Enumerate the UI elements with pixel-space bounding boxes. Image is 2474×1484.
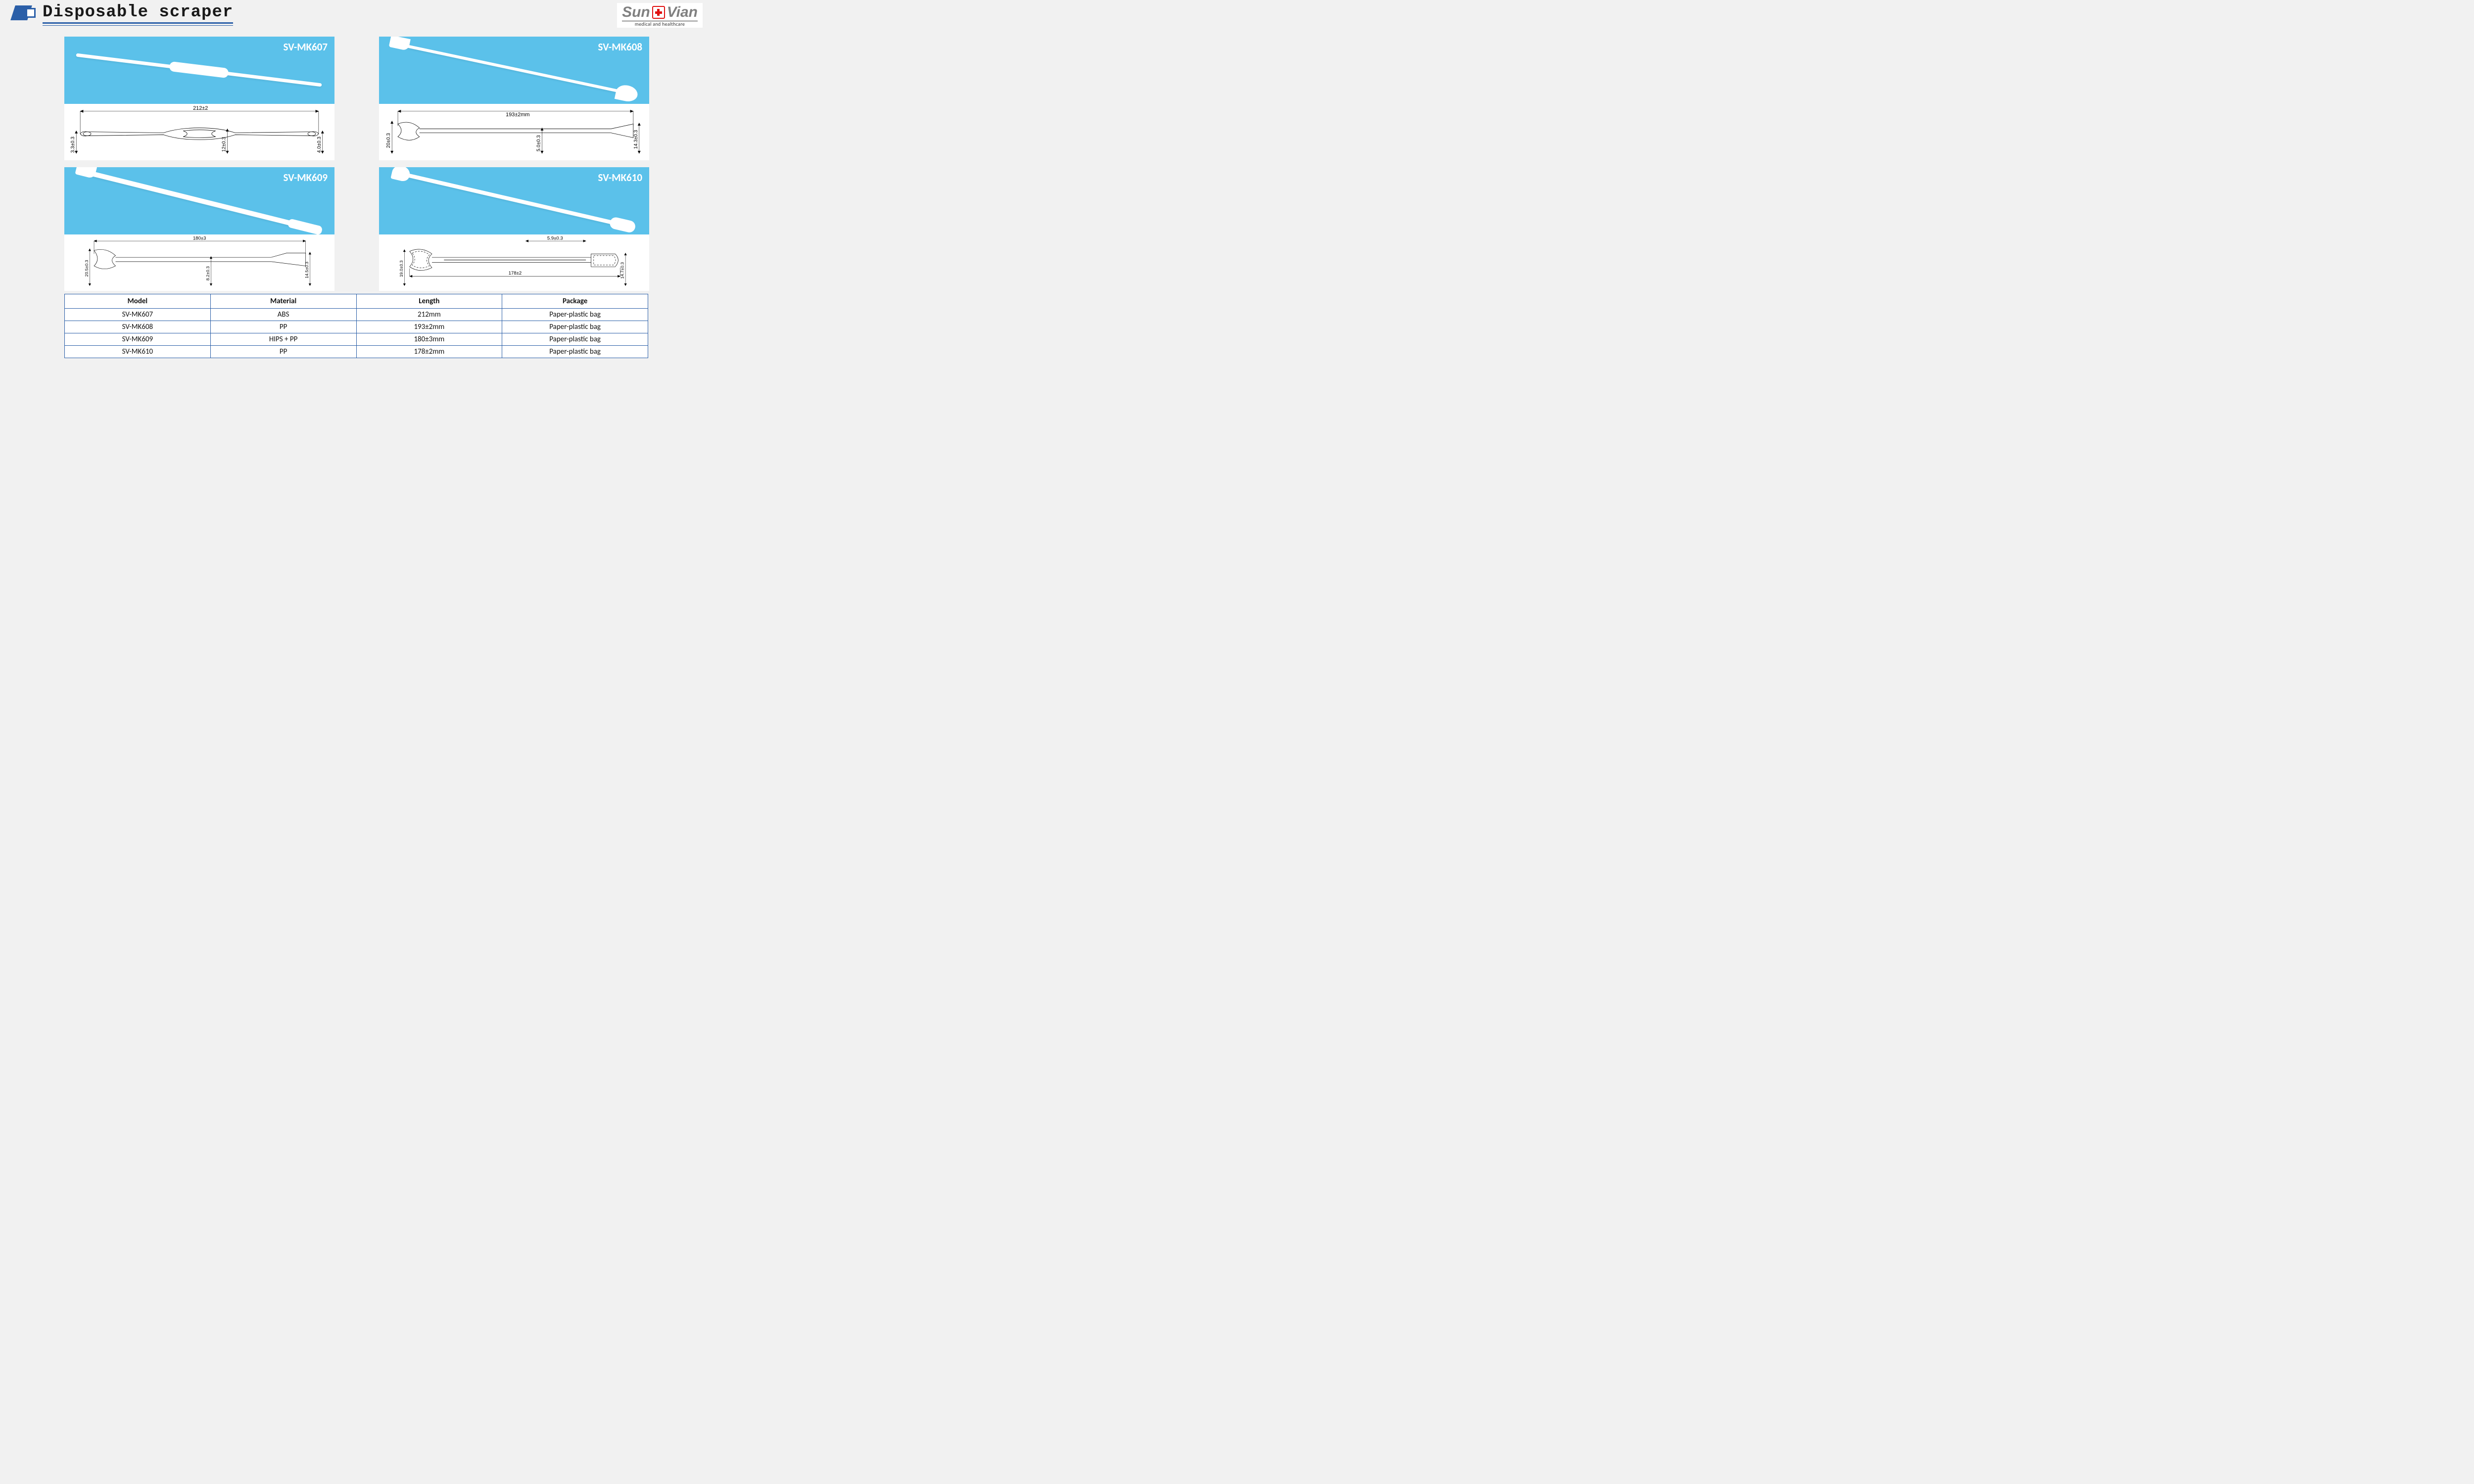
- svg-text:5.9±0.3: 5.9±0.3: [547, 236, 563, 241]
- product-sku-label: SV-MK608: [598, 41, 642, 53]
- table-header-cell: Package: [502, 294, 648, 309]
- product-grid: SV-MK607 212±2 3.3±0.3 12±0.3 4.0±0.3 SV…: [0, 28, 713, 291]
- table-cell: SV-MK607: [65, 309, 211, 321]
- spec-table: ModelMaterialLengthPackage SV-MK607ABS21…: [64, 294, 648, 358]
- product-photo: SV-MK609: [64, 167, 334, 234]
- svg-text:14.5±0.3: 14.5±0.3: [304, 262, 309, 278]
- product-photo: SV-MK607: [64, 37, 334, 104]
- technical-drawing: 193±2mm 20±0.3 5.0±0.3 14.3±0.3: [379, 104, 649, 160]
- svg-text:12±0.3: 12±0.3: [222, 137, 227, 152]
- table-header-cell: Material: [210, 294, 356, 309]
- svg-text:20.5±0.3: 20.5±0.3: [84, 260, 89, 277]
- svg-text:8.2±0.3: 8.2±0.3: [205, 266, 210, 280]
- svg-text:14.3±0.3: 14.3±0.3: [633, 130, 639, 149]
- technical-drawing: 212±2 3.3±0.3 12±0.3 4.0±0.3: [64, 104, 334, 160]
- svg-text:3.3±0.3: 3.3±0.3: [70, 137, 76, 153]
- table-cell: PP: [210, 321, 356, 333]
- svg-text:5.0±0.3: 5.0±0.3: [536, 135, 542, 151]
- table-cell: SV-MK609: [65, 333, 211, 346]
- plus-icon: [652, 6, 665, 19]
- product-sku-label: SV-MK609: [284, 171, 328, 184]
- table-header-row: ModelMaterialLengthPackage: [65, 294, 648, 309]
- scraper-shape: [76, 53, 322, 87]
- svg-text:180±3: 180±3: [193, 236, 206, 241]
- logo-word-left: Sun: [622, 5, 650, 20]
- table-row: SV-MK607ABS212mmPaper-plastic bag: [65, 309, 648, 321]
- brand-logo-subtitle: medical and healthcare: [622, 21, 698, 27]
- table-cell: PP: [210, 346, 356, 358]
- table-header-cell: Length: [356, 294, 502, 309]
- product-sku-label: SV-MK610: [598, 171, 642, 184]
- table-header-cell: Model: [65, 294, 211, 309]
- product-card: SV-MK608 193±2mm 20±0.3 5.0±0.3 14.3±0.3: [379, 37, 649, 160]
- product-photo: SV-MK610: [379, 167, 649, 234]
- table-cell: HIPS + PP: [210, 333, 356, 346]
- product-card: SV-MK607 212±2 3.3±0.3 12±0.3 4.0±0.3: [64, 37, 334, 160]
- table-cell: Paper-plastic bag: [502, 309, 648, 321]
- table-cell: 193±2mm: [356, 321, 502, 333]
- table-cell: ABS: [210, 309, 356, 321]
- technical-drawing: 180±3 20.5±0.3 8.2±0.3 14.5±0.3: [64, 234, 334, 291]
- scraper-shape: [395, 171, 632, 229]
- table-cell: SV-MK608: [65, 321, 211, 333]
- svg-text:14.7±0.3: 14.7±0.3: [620, 262, 625, 279]
- table-cell: 212mm: [356, 309, 502, 321]
- svg-text:212±2: 212±2: [193, 105, 208, 111]
- table-cell: Paper-plastic bag: [502, 346, 648, 358]
- page-title: Disposable scraper: [43, 3, 233, 24]
- table-row: SV-MK609HIPS + PP180±3mmPaper-plastic ba…: [65, 333, 648, 346]
- svg-text:178±2: 178±2: [509, 271, 522, 276]
- logo-word-right: Vian: [667, 5, 698, 20]
- title-block: Disposable scraper: [12, 3, 233, 24]
- svg-text:193±2mm: 193±2mm: [506, 112, 529, 118]
- product-card: SV-MK610 5.9±0.3 178±2 19.0±0.3 14.7±0.3: [379, 167, 649, 291]
- product-card: SV-MK609 180±3 20.5±0.3 8.2±0.3 14.5±0.3: [64, 167, 334, 291]
- brand-logo: Sun Vian medical and healthcare: [617, 3, 703, 28]
- product-sku-label: SV-MK607: [284, 41, 328, 53]
- table-row: SV-MK608PP193±2mmPaper-plastic bag: [65, 321, 648, 333]
- page-header: Disposable scraper Sun Vian medical and …: [0, 0, 713, 28]
- svg-text:19.0±0.3: 19.0±0.3: [399, 260, 404, 277]
- table-cell: SV-MK610: [65, 346, 211, 358]
- svg-text:4.0±0.3: 4.0±0.3: [317, 137, 322, 153]
- svg-text:20±0.3: 20±0.3: [386, 133, 391, 148]
- table-cell: Paper-plastic bag: [502, 333, 648, 346]
- product-photo: SV-MK608: [379, 37, 649, 104]
- table-cell: 178±2mm: [356, 346, 502, 358]
- technical-drawing: 5.9±0.3 178±2 19.0±0.3 14.7±0.3: [379, 234, 649, 291]
- table-cell: 180±3mm: [356, 333, 502, 346]
- table-body: SV-MK607ABS212mmPaper-plastic bagSV-MK60…: [65, 309, 648, 358]
- title-icon: [12, 3, 36, 23]
- table-cell: Paper-plastic bag: [502, 321, 648, 333]
- spec-table-wrap: ModelMaterialLengthPackage SV-MK607ABS21…: [0, 291, 713, 358]
- brand-logo-text: Sun Vian: [622, 5, 698, 20]
- table-row: SV-MK610PP178±2mmPaper-plastic bag: [65, 346, 648, 358]
